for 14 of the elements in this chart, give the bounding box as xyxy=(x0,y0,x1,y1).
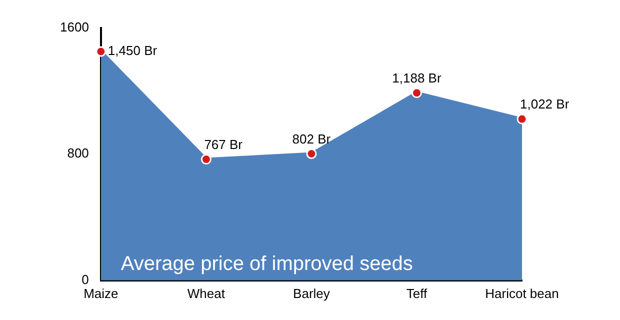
x-tick-label: Wheat xyxy=(187,286,226,301)
text: Average price of improved seeds xyxy=(120,252,413,275)
data-label: 1,188 Br xyxy=(392,70,442,86)
x-tick-label: Haricot bean xyxy=(485,286,559,301)
data-label: 1,022 Br xyxy=(520,96,570,112)
x-tick-label: Teff xyxy=(406,286,428,301)
x-tick-label: Barley xyxy=(293,286,330,301)
data-label: 1,450 Br xyxy=(108,43,158,58)
data-label: 802 Br xyxy=(292,131,332,146)
data-label: 767 Br xyxy=(204,136,244,152)
y-tick-label: 1600 xyxy=(60,19,89,34)
y-tick-label: 800 xyxy=(67,146,89,161)
y-tick-label: 0 xyxy=(82,272,89,287)
x-tick-label: Maize xyxy=(84,286,118,301)
